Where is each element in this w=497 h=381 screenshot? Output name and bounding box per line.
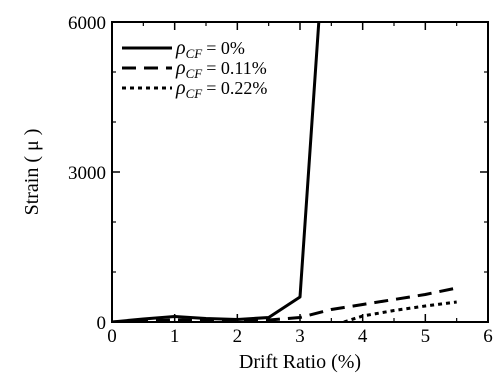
- x-tick-label: 3: [295, 326, 305, 347]
- legend: ρCF = 0%ρCF = 0.11%ρCF = 0.22%: [122, 37, 267, 101]
- x-tick-label: 4: [358, 326, 368, 347]
- y-axis-label: Strain ( μ ): [21, 129, 43, 216]
- y-tick-label: 0: [97, 313, 107, 334]
- series-line-1: [112, 286, 458, 322]
- x-tick-label: 2: [233, 326, 243, 347]
- tick-layer: 0 1 2 3 4 5 6 0 3000 6000: [68, 13, 493, 347]
- y-tick-label: 3000: [68, 163, 106, 184]
- x-tick-label: 6: [483, 326, 493, 347]
- x-tick-label: 1: [170, 326, 180, 347]
- series-line-2: [343, 300, 457, 322]
- x-axis-label: Drift Ratio (%): [239, 351, 361, 373]
- series-layer: [112, 22, 458, 322]
- x-tick-label: 5: [421, 326, 431, 347]
- y-tick-label: 6000: [68, 13, 106, 34]
- legend-label-1: ρCF = 0.11%: [175, 57, 267, 81]
- plot-frame: [111, 21, 489, 323]
- legend-label-2: ρCF = 0.22%: [175, 77, 267, 101]
- series-line-0: [112, 22, 321, 322]
- legend-label-0: ρCF = 0%: [175, 37, 245, 61]
- x-tick-label: 0: [107, 326, 117, 347]
